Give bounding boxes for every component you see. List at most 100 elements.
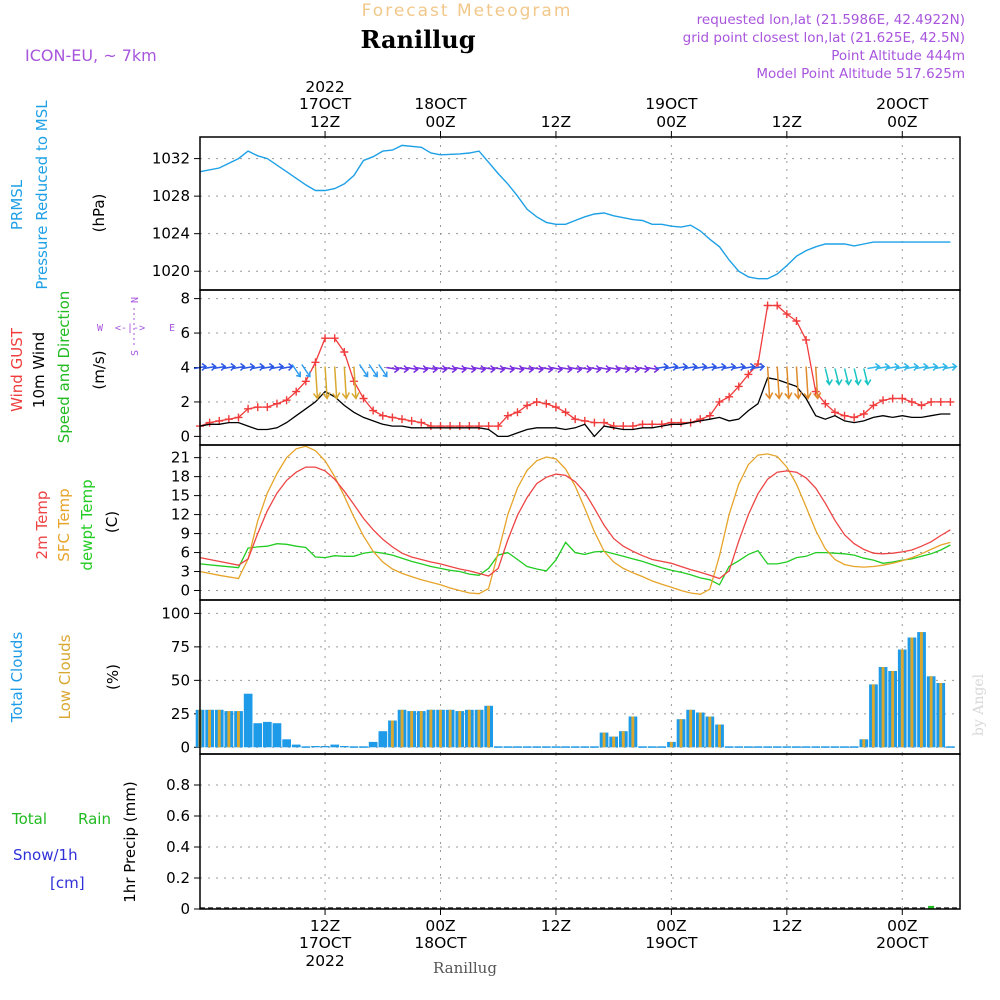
low-clouds-bar bbox=[698, 712, 702, 748]
total-clouds-bar bbox=[763, 746, 772, 748]
wind-direction-arrow bbox=[824, 368, 833, 386]
low-clouds-bar bbox=[621, 731, 625, 748]
wind-dir-label: Speed and Direction bbox=[55, 291, 73, 444]
gust-marker bbox=[830, 408, 839, 417]
rain-label: Rain bbox=[78, 810, 111, 828]
low-clouds-bar bbox=[920, 632, 923, 748]
gust-marker bbox=[407, 416, 416, 425]
total-clouds-bar bbox=[282, 739, 291, 748]
bottom-time-label: 12Z bbox=[310, 917, 340, 935]
wind-direction-arrow bbox=[834, 368, 843, 386]
gust-marker bbox=[725, 392, 734, 401]
wind-direction-arrow bbox=[415, 364, 429, 374]
low-clouds-bar bbox=[458, 711, 462, 748]
wind-direction-arrow bbox=[222, 362, 237, 372]
gust-marker bbox=[455, 422, 464, 431]
temp-ytick-label: 3 bbox=[180, 563, 190, 581]
gust-marker bbox=[282, 396, 291, 405]
wind-direction-arrow bbox=[617, 364, 631, 374]
gust-marker bbox=[465, 422, 474, 431]
total-clouds-bar bbox=[330, 744, 340, 748]
gust-marker bbox=[936, 397, 945, 406]
gust-marker bbox=[917, 401, 926, 410]
plot-layer: 1020102410281032024680369121518210255075… bbox=[152, 78, 961, 970]
low-clouds-bar bbox=[237, 711, 240, 748]
gust-marker bbox=[869, 401, 878, 410]
wind-direction-arrow bbox=[694, 362, 708, 372]
model-label: ICON-EU, ~ 7km bbox=[25, 46, 157, 65]
wind-direction-arrow bbox=[597, 364, 612, 374]
total-clouds-bar bbox=[580, 746, 590, 748]
low-clouds-bar bbox=[718, 724, 721, 748]
precip-ytick-label: 0.6 bbox=[166, 807, 190, 825]
bottom-time-label: 00Z bbox=[656, 917, 686, 935]
bottom-time-label: 20OCT bbox=[876, 934, 929, 952]
wind-ytick-label: 2 bbox=[180, 393, 190, 411]
wind-series-line bbox=[199, 377, 951, 438]
bottom-time-label: 00Z bbox=[425, 917, 455, 935]
gust-marker bbox=[773, 301, 782, 310]
precip-unit: 1hr Precip (mm) bbox=[121, 781, 139, 902]
low-clouds-bar bbox=[439, 709, 442, 748]
prmsl-series-line bbox=[199, 144, 951, 280]
total-label: Total bbox=[11, 810, 47, 828]
clouds-unit: (%) bbox=[104, 664, 122, 690]
wind-direction-arrow bbox=[213, 362, 227, 372]
total-clouds-bar bbox=[522, 746, 532, 748]
top-time-label: 17OCT bbox=[299, 95, 352, 113]
wind-direction-arrow bbox=[368, 364, 378, 378]
gust-marker bbox=[263, 403, 272, 412]
wind-direction-arrow bbox=[713, 362, 727, 372]
top-time-label: 12Z bbox=[310, 113, 340, 131]
pressure-ytick-label: 1024 bbox=[152, 225, 190, 243]
gust-marker bbox=[782, 310, 791, 319]
wind-direction-arrow bbox=[395, 364, 410, 374]
wind-direction-arrow bbox=[774, 366, 783, 400]
t2m-series-line bbox=[199, 466, 951, 580]
bottom-time-label: 19OCT bbox=[645, 934, 698, 952]
total-clouds-bar bbox=[849, 746, 859, 748]
clouds-ytick-label: 50 bbox=[171, 671, 190, 689]
prmsl-label: PRMSL bbox=[8, 179, 26, 230]
gust-marker bbox=[398, 415, 407, 424]
wind-direction-arrow bbox=[886, 362, 900, 372]
gust-marker bbox=[859, 410, 868, 418]
low-clouds-bar bbox=[419, 711, 423, 748]
total-clouds-bar bbox=[590, 746, 599, 748]
wind-direction-arrow bbox=[703, 362, 718, 372]
model-altitude: Model Point Altitude 517.625m bbox=[756, 66, 965, 82]
gust-marker bbox=[205, 418, 214, 427]
gust-marker bbox=[744, 370, 753, 379]
temp-ytick-label: 21 bbox=[171, 449, 190, 467]
wind-direction-arrow bbox=[636, 364, 650, 374]
gust-marker bbox=[446, 422, 455, 431]
temp-ytick-label: 9 bbox=[180, 525, 190, 543]
gust-marker bbox=[638, 420, 647, 429]
total-clouds-bar bbox=[724, 746, 734, 748]
clouds-ytick-label: 25 bbox=[171, 705, 190, 723]
gust-marker bbox=[811, 387, 820, 396]
gust-marker bbox=[840, 411, 849, 420]
precip-panel-frame bbox=[199, 753, 961, 910]
gust-marker bbox=[484, 422, 493, 431]
wind-direction-arrow bbox=[732, 362, 746, 372]
low-clouds-bar bbox=[602, 732, 606, 748]
top-time-label: 12Z bbox=[772, 113, 802, 131]
precip-ytick-label: 0.2 bbox=[166, 869, 190, 887]
low-clouds-bar bbox=[477, 709, 481, 748]
low-clouds-bar bbox=[400, 709, 404, 748]
clouds-panel-frame bbox=[199, 599, 961, 755]
total-clouds-bar bbox=[368, 741, 378, 748]
wind-direction-arrow bbox=[501, 364, 515, 374]
gust-marker bbox=[359, 394, 368, 403]
bottom-time-label: 17OCT bbox=[299, 934, 352, 952]
total-clouds-bar bbox=[638, 746, 647, 748]
low-clouds-bar bbox=[708, 716, 712, 748]
low-clouds-bar bbox=[900, 649, 904, 748]
gust-marker bbox=[244, 404, 253, 413]
top-time-label: 18OCT bbox=[414, 95, 467, 113]
gust-marker bbox=[426, 422, 435, 431]
temp-ytick-label: 6 bbox=[180, 544, 190, 562]
total-clouds-bar bbox=[253, 723, 263, 748]
wind-direction-arrow bbox=[765, 366, 774, 400]
